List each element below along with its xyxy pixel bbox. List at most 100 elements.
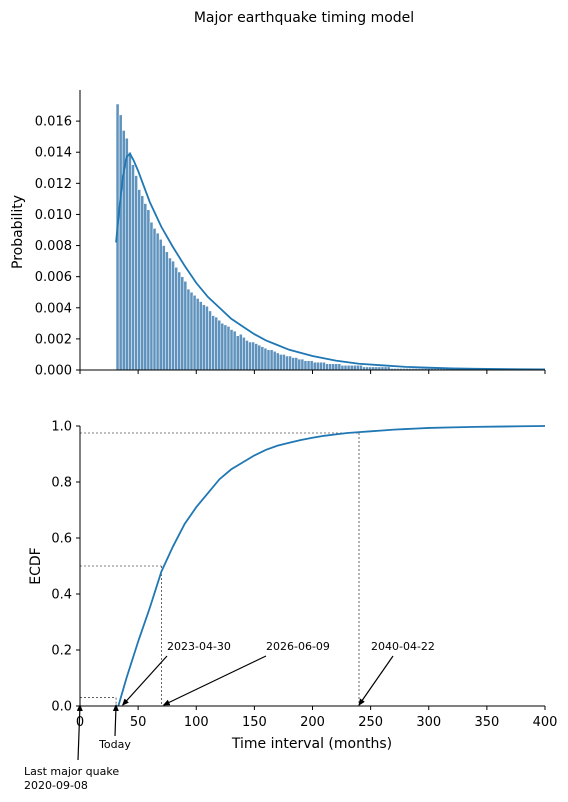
histogram-bar xyxy=(134,175,138,371)
histogram-bar xyxy=(239,333,243,371)
histogram-bar xyxy=(325,363,329,371)
histogram-bar xyxy=(214,316,218,371)
histogram-bar xyxy=(168,257,172,371)
histogram-bar xyxy=(223,324,228,371)
histogram-bar xyxy=(140,195,145,371)
histogram-bar xyxy=(229,329,234,371)
histogram-bar xyxy=(149,221,154,371)
histogram-bar xyxy=(356,365,360,371)
histogram-bar xyxy=(349,365,354,371)
y-tick-label: 0.000 xyxy=(35,364,72,379)
histogram-bar xyxy=(158,239,163,371)
y-tick-label: 0.012 xyxy=(35,177,72,192)
histogram-bar xyxy=(294,357,299,371)
histogram-bar xyxy=(183,281,188,371)
annotation-label: 2020-09-08 xyxy=(24,779,88,792)
x-tick-label: 100 xyxy=(184,715,209,730)
x-tick-label: 400 xyxy=(533,715,558,730)
histogram-bar xyxy=(235,335,240,371)
kde-line xyxy=(115,152,546,371)
histogram-bar xyxy=(328,363,332,371)
histogram-bar xyxy=(254,343,258,371)
histogram-bar xyxy=(275,352,280,371)
y-tick-label: 0.6 xyxy=(51,532,72,547)
histogram-bar xyxy=(226,326,231,371)
histogram-bar xyxy=(232,330,237,371)
histogram-bar xyxy=(192,295,197,371)
bottom-y-axis-label: ECDF xyxy=(28,547,44,584)
histogram-bar xyxy=(282,354,286,371)
histogram-bar xyxy=(205,305,209,371)
histogram-bar xyxy=(300,358,305,371)
histogram-bar xyxy=(131,164,135,371)
top-x-ticks xyxy=(79,370,546,374)
histogram-bar xyxy=(312,361,317,371)
histogram-bar xyxy=(288,355,292,371)
x-tick-label: 50 xyxy=(130,715,147,730)
histogram-bar xyxy=(248,341,252,371)
histogram-bars xyxy=(115,103,530,371)
histogram-bar xyxy=(245,340,249,371)
histogram-bar xyxy=(263,347,268,371)
annotation-label: 2040-04-22 xyxy=(371,640,435,653)
annotation-label: Today xyxy=(98,738,131,751)
reference-lines xyxy=(80,432,360,706)
histogram-bar xyxy=(343,365,348,371)
histogram-bar xyxy=(208,310,212,371)
histogram-bar xyxy=(195,298,200,371)
histogram-bar xyxy=(322,361,326,371)
histogram-bar xyxy=(257,344,262,371)
histogram-bar xyxy=(303,360,308,371)
annotations: 2023-04-30 2026-06-09 2040-04-22 Today Last … xyxy=(24,640,435,792)
annotation-label: Last major quake xyxy=(24,765,119,778)
histogram-bar xyxy=(260,346,265,371)
histogram-bar xyxy=(137,189,141,371)
annotation-arrow xyxy=(122,655,168,706)
histogram-bar xyxy=(285,355,289,371)
x-tick-label: 250 xyxy=(358,715,383,730)
histogram-bar xyxy=(186,288,191,371)
y-tick-label: 0.008 xyxy=(35,239,72,254)
histogram-bar xyxy=(316,361,320,371)
histogram-bar xyxy=(251,341,255,371)
histogram-bar xyxy=(171,260,175,371)
annotation-label: 2023-04-30 xyxy=(167,640,231,653)
histogram-bar xyxy=(146,209,151,371)
top-histogram-panel: 0.000 0.002 0.004 0.006 0.008 0.010 0.012 0.014… xyxy=(10,90,546,379)
bottom-x-ticks: 0 50 100 150 200 250 300 350 400 xyxy=(76,706,558,730)
histogram-bar xyxy=(337,363,342,371)
y-tick-label: 0.002 xyxy=(35,332,72,347)
histogram-bar xyxy=(211,315,215,371)
bottom-ecdf-panel: 0.0 0.2 0.4 0.6 0.8 1.0 0 50 100 150 200 250 300 350… xyxy=(24,420,557,793)
histogram-bar xyxy=(340,365,345,371)
histogram-bar xyxy=(155,232,160,371)
histogram-bar xyxy=(125,137,129,371)
x-tick-label: 0 xyxy=(76,715,84,730)
figure-title: Major earthquake timing model xyxy=(194,10,414,26)
histogram-bar xyxy=(189,291,194,371)
x-tick-label: 350 xyxy=(474,715,499,730)
histogram-bar xyxy=(291,357,295,371)
y-tick-label: 0.2 xyxy=(51,644,72,659)
ecdf-line xyxy=(117,425,546,707)
histogram-bar xyxy=(266,349,271,371)
histogram-bar xyxy=(269,349,274,371)
histogram-bar xyxy=(180,276,185,371)
top-y-ticks: 0.000 0.002 0.004 0.006 0.008 0.010 0.012 0.014… xyxy=(35,115,80,379)
y-tick-label: 1.0 xyxy=(51,420,72,435)
y-tick-label: 0.0 xyxy=(51,700,72,715)
y-tick-label: 0.004 xyxy=(35,301,72,316)
top-y-axis-label: Probability xyxy=(10,195,26,269)
histogram-bar xyxy=(128,151,132,371)
histogram-bar xyxy=(162,245,166,371)
x-tick-label: 150 xyxy=(242,715,267,730)
histogram-bar xyxy=(165,251,169,371)
annotation-arrow xyxy=(162,655,267,706)
histogram-bar xyxy=(334,363,339,371)
histogram-bar xyxy=(242,337,246,371)
x-tick-label: 300 xyxy=(416,715,441,730)
y-tick-label: 0.014 xyxy=(35,146,72,161)
histogram-bar xyxy=(143,203,148,371)
histogram-bar xyxy=(353,365,357,371)
